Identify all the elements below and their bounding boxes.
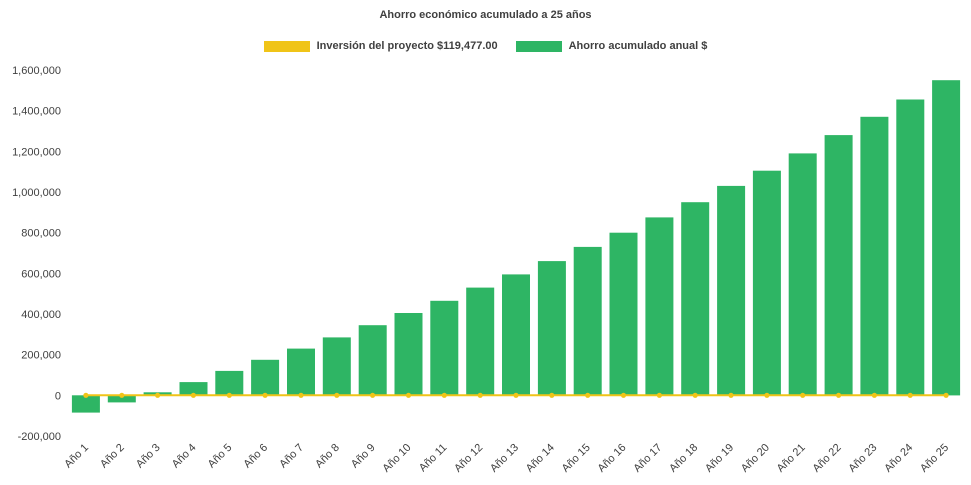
y-tick-label: 600,000	[21, 268, 61, 280]
x-tick-label: Año 5	[206, 442, 235, 471]
x-tick-label: Año 16	[595, 442, 628, 475]
bar-año-13	[502, 274, 530, 396]
x-tick-label: Año 2	[98, 442, 127, 471]
investment-line-marker-icon	[943, 392, 949, 398]
bar-año-19	[717, 185, 746, 396]
bar-año-9	[358, 325, 387, 396]
y-tick-label: 1,400,000	[12, 106, 61, 118]
investment-line-marker-icon	[871, 392, 878, 398]
x-tick-label: Año 14	[524, 442, 557, 475]
bar-año-1	[71, 395, 100, 413]
y-tick-label: 1,200,000	[12, 146, 61, 158]
bar-año-20	[752, 170, 781, 396]
bar-año-18	[681, 202, 710, 396]
bar-año-11	[430, 300, 459, 396]
bar-año-21	[788, 153, 817, 396]
bar-año-8	[322, 337, 351, 396]
x-tick-label: Año 18	[667, 442, 700, 475]
investment-line-marker-icon	[441, 392, 447, 398]
investment-line-marker-icon	[370, 392, 376, 398]
x-tick-label: Año 23	[846, 442, 879, 475]
bar-año-4	[179, 382, 208, 396]
x-tick-label: Año 11	[417, 442, 450, 475]
bar-año-24	[896, 99, 925, 396]
x-tick-label: Año 19	[703, 442, 736, 475]
bar-año-14	[537, 261, 566, 396]
investment-line-marker-icon	[298, 392, 304, 398]
x-tick-label: Año 21	[775, 442, 808, 475]
investment-line-marker-icon	[334, 392, 340, 398]
bar-año-12	[466, 287, 495, 396]
investment-line-marker-icon	[513, 392, 519, 398]
bar-año-23	[860, 116, 889, 396]
x-tick-label: Año 20	[739, 442, 772, 475]
chart-title: Ahorro económico acumulado a 25 años	[379, 9, 592, 21]
bar-año-25	[932, 80, 961, 396]
investment-line-marker-icon	[728, 392, 734, 398]
bar-año-2	[107, 395, 136, 403]
investment-line-marker-icon	[262, 392, 268, 398]
x-tick-label: Año 8	[313, 442, 342, 471]
investment-line-marker-icon	[119, 392, 125, 398]
bar-año-15	[573, 246, 602, 396]
x-tick-label: Año 7	[277, 442, 306, 471]
investment-line-marker-icon	[692, 392, 698, 398]
x-tick-label: Año 15	[560, 442, 593, 475]
x-tick-label: Año 24	[882, 442, 915, 475]
x-tick-label: Año 9	[349, 442, 378, 471]
y-tick-label: 0	[55, 390, 61, 402]
investment-line-marker-icon	[656, 392, 663, 398]
x-tick-label: Año 12	[452, 442, 485, 475]
bar-año-10	[394, 313, 423, 396]
y-tick-label: 800,000	[21, 228, 61, 240]
x-tick-label: Año 25	[918, 442, 951, 475]
investment-line-marker-icon	[549, 392, 555, 398]
x-tick-label: Año 13	[488, 442, 521, 475]
chart-legend: Inversión del proyecto $119,477.00 Ahorr…	[0, 40, 971, 52]
investment-line-marker-icon	[83, 392, 89, 398]
x-tick-label: Año 1	[62, 442, 91, 471]
investment-line-marker-icon	[585, 392, 591, 398]
y-tick-label: 1,000,000	[12, 187, 61, 199]
bar-año-6	[251, 359, 280, 396]
legend-swatch-savings-icon	[515, 40, 562, 52]
bar-año-16	[609, 232, 638, 396]
x-tick-label: Año 6	[241, 442, 270, 471]
x-tick-label: Año 10	[380, 442, 413, 475]
x-tick-label: Año 22	[811, 442, 844, 475]
y-tick-label: -200,000	[18, 431, 61, 443]
investment-line-marker-icon	[907, 392, 913, 398]
y-tick-label: 200,000	[21, 350, 61, 362]
bar-año-17	[645, 217, 674, 396]
investment-line-marker-icon	[155, 392, 161, 398]
bar-año-7	[287, 348, 315, 396]
legend-swatch-investment-icon	[263, 40, 310, 52]
investment-line-marker-icon	[764, 392, 770, 398]
investment-line-marker-icon	[405, 392, 412, 398]
investment-line-marker-icon	[620, 392, 627, 398]
investment-line-marker-icon	[836, 392, 842, 398]
investment-line-marker-icon	[800, 392, 806, 398]
x-tick-label: Año 17	[631, 442, 664, 475]
bar-año-22	[824, 135, 853, 396]
bar-año-5	[215, 370, 244, 396]
x-tick-label: Año 3	[134, 442, 163, 471]
legend-label-savings: Ahorro acumulado anual $	[568, 40, 708, 52]
legend-label-investment: Inversión del proyecto $119,477.00	[316, 40, 498, 52]
investment-line-marker-icon	[226, 392, 232, 398]
y-tick-label: 1,600,000	[12, 65, 61, 77]
investment-line-marker-icon	[477, 392, 483, 398]
x-tick-label: Año 4	[170, 442, 199, 471]
y-tick-label: 400,000	[21, 309, 61, 321]
investment-line-marker-icon	[190, 392, 196, 398]
